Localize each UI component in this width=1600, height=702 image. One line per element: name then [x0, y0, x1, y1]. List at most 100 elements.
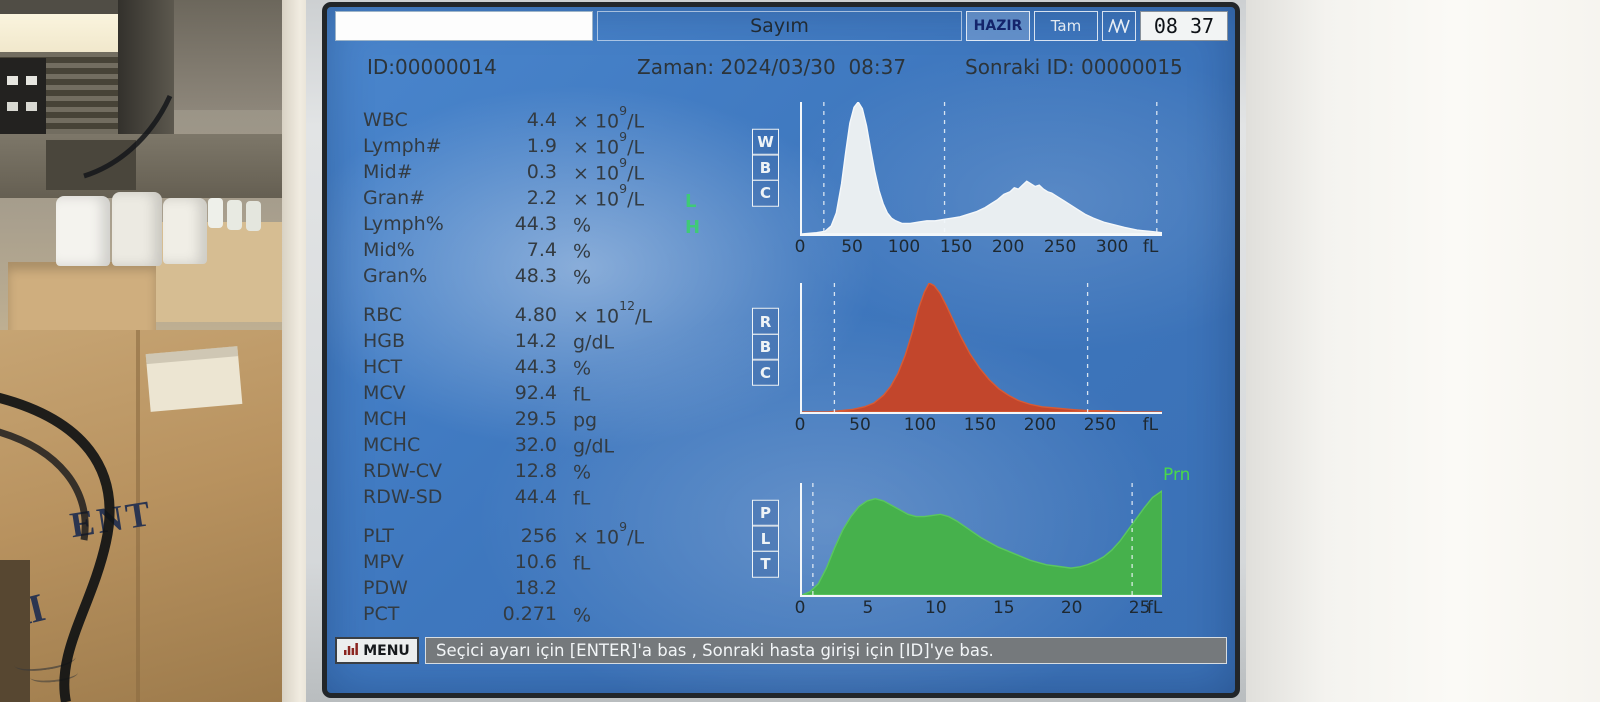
unit-tail: /L [627, 526, 645, 549]
chart-ticks: 0 50 100 150 200 250 300 fL [795, 237, 1160, 259]
param-label: RDW-CV [363, 460, 442, 482]
param-unit: × 109/L [573, 103, 644, 133]
param-unit: % [573, 264, 591, 288]
param-unit: g/dL [573, 329, 614, 353]
axis-tick-label: 5 [862, 598, 874, 618]
plastic-jug [56, 196, 110, 266]
axis-tick-label: 150 [939, 237, 973, 257]
unit-base: % [573, 357, 592, 380]
black-cable [0, 94, 173, 702]
unit-exponent: 9 [619, 128, 628, 144]
unit-tail: /L [627, 136, 645, 159]
param-unit: × 109/L [573, 155, 644, 185]
prn-indicator: Prn [1163, 465, 1191, 485]
param-value: 18.2 [514, 577, 557, 599]
page-title-box: Sayım [597, 11, 962, 41]
param-label: Lymph# [363, 135, 442, 157]
unit-base: fL [573, 552, 591, 575]
param-row: Gran% 48.3% [363, 263, 703, 289]
monitor-screen: Sayım HAZIR Tam 08 37 ID:00000014 Zaman:… [322, 2, 1240, 698]
param-label: WBC [363, 109, 408, 131]
chart-label-letter: L [752, 524, 779, 552]
box-crease [136, 330, 140, 702]
param-label: MPV [363, 551, 404, 573]
printer-status-icon[interactable] [1102, 11, 1136, 41]
chart-label-letter: B [752, 333, 779, 361]
param-value: 44.3 [514, 356, 557, 378]
unit-base: × 10 [573, 162, 620, 185]
unit-base: × 10 [573, 526, 620, 549]
status-ready-badge[interactable]: HAZIR [966, 11, 1030, 41]
entry-field[interactable] [335, 11, 593, 41]
param-label: Mid# [363, 161, 413, 183]
param-row: RDW-SD 44.4 fL [363, 484, 703, 510]
param-label: HCT [363, 356, 403, 378]
param-row: Mid% 7.4% [363, 237, 703, 263]
param-label: MCH [363, 408, 407, 430]
param-row: RBC 4.80 × 1012/L [363, 298, 703, 328]
unit-base: % [573, 240, 592, 263]
param-row: HCT 44.3% [363, 354, 703, 380]
param-label: PLT [363, 525, 395, 547]
unit-base: fL [573, 383, 591, 406]
clock: 08 37 [1140, 11, 1228, 41]
chart-ticks: 0 5 10 15 20 25 fL [795, 598, 1163, 620]
axis-tick-label: 250 [1043, 237, 1077, 257]
chart-ticks: 0 50 100 150 200 250 fL [795, 415, 1160, 437]
dark-post [118, 0, 174, 140]
title-bar: Sayım HAZIR Tam 08 37 [335, 11, 1228, 41]
sample-id: ID:00000014 [367, 55, 497, 79]
param-unit: × 109/L [573, 181, 645, 211]
param-value: 2.2 [526, 187, 557, 209]
unit-tail: /L [627, 188, 645, 211]
param-value: 29.5 [514, 408, 557, 430]
flag-high: H [685, 217, 701, 238]
param-unit: % [573, 355, 591, 379]
param-value: 256 [520, 525, 557, 547]
axis-tick-label: 100 [903, 415, 937, 435]
plastic-jug [112, 192, 162, 266]
menu-button[interactable]: MENU [335, 637, 419, 664]
param-label: Gran% [363, 265, 428, 287]
axis-tick-label: 0 [794, 237, 806, 257]
unit-base: % [573, 604, 592, 627]
mode-badge[interactable]: Tam [1034, 11, 1098, 41]
wall [1232, 0, 1600, 702]
param-row: PLT 256 × 109/L [363, 519, 703, 549]
param-row: Gran# 2.2 × 109/L [363, 181, 703, 211]
param-unit: % [573, 212, 591, 236]
param-unit: % [573, 459, 591, 483]
axis-tick-label: 300 [1095, 237, 1129, 257]
unit-base: fL [573, 487, 591, 510]
param-value: 4.80 [514, 304, 557, 326]
background-environment: ENT RI [0, 0, 312, 702]
page-title: Sayım [750, 15, 809, 37]
unit-exponent: 9 [619, 102, 628, 118]
param-unit: × 1012/L [573, 298, 652, 328]
param-row: Lymph% 44.3% [363, 211, 703, 237]
unit-base: × 10 [573, 110, 620, 133]
unit-base: × 10 [573, 305, 620, 328]
param-value: 14.2 [514, 330, 557, 352]
param-value: 32.0 [514, 434, 557, 456]
param-value: 7.4 [526, 239, 557, 261]
param-label: PCT [363, 603, 400, 625]
axis-tick-label: 20 [1060, 598, 1083, 618]
shelf-shadow [46, 140, 136, 190]
axis-tick-label: 200 [991, 237, 1025, 257]
param-row: PCT 0.271% [363, 601, 703, 627]
param-label: MCHC [363, 434, 421, 456]
dark-box-side [0, 560, 30, 702]
param-row: Mid# 0.3 × 109/L [363, 155, 703, 185]
param-row: WBC 4.4 × 109/L [363, 103, 703, 133]
param-row: MPV 10.6 fL [363, 549, 703, 575]
unit-exponent: 12 [619, 297, 636, 313]
param-value: 0.271 [502, 603, 557, 625]
param-value: 48.3 [514, 265, 557, 287]
unit-base: g/dL [573, 331, 615, 354]
